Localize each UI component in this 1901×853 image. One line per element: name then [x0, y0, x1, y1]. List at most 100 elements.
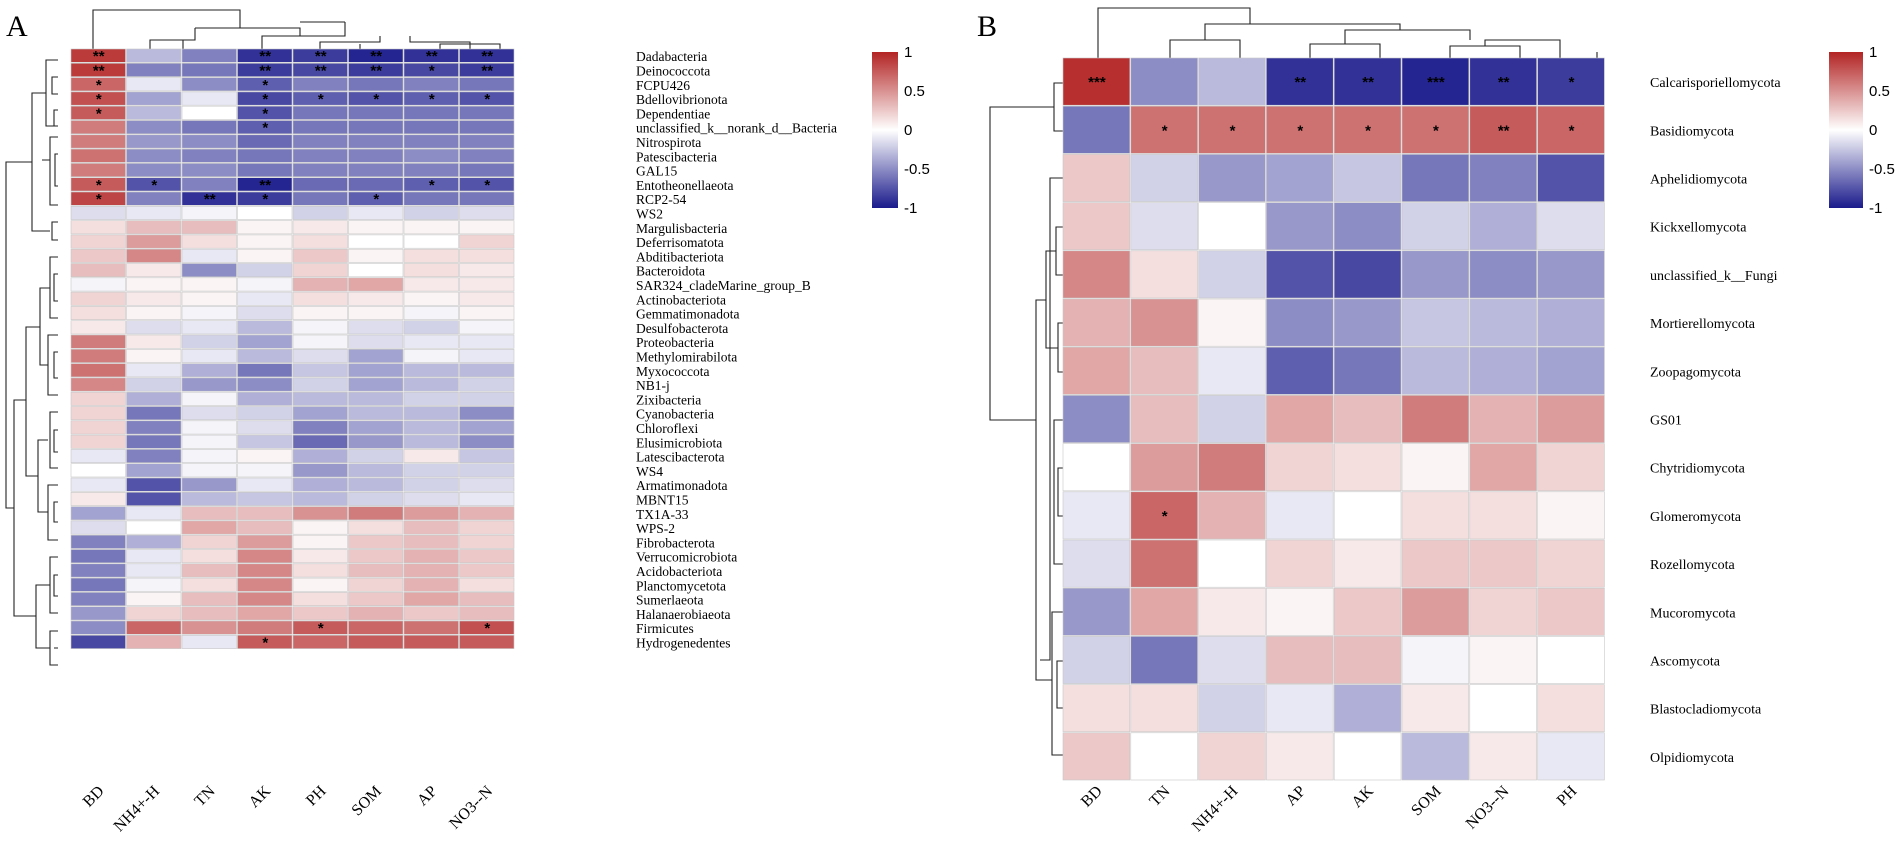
heatmap-cell — [237, 620, 293, 635]
row-label: Abditibacteriota — [636, 249, 724, 264]
heatmap-cell — [292, 291, 348, 306]
legend-tick-label: -1 — [904, 200, 917, 217]
row-labels-b: Calcarisporiellomycota Basidiomycota Aphel… — [1650, 76, 1781, 766]
heatmap-cell — [126, 563, 182, 578]
heatmap-cell — [1537, 346, 1605, 395]
legend-tick-label: -0.5 — [1869, 161, 1895, 178]
heatmap-grid-a — [70, 48, 515, 649]
heatmap-cell — [348, 48, 404, 63]
heatmap-cell — [292, 420, 348, 435]
heatmap-cell — [126, 506, 182, 521]
heatmap-cell — [181, 191, 237, 206]
heatmap-cell — [181, 62, 237, 77]
heatmap-cell — [237, 248, 293, 263]
heatmap-cell — [181, 534, 237, 549]
heatmap-cell — [70, 563, 126, 578]
heatmap-cell — [348, 491, 404, 506]
heatmap-cell — [237, 506, 293, 521]
significance-mark: *** — [1088, 74, 1106, 91]
heatmap-cell — [459, 377, 515, 392]
column-label: AK — [246, 782, 275, 811]
row-label: Glomeromycota — [1650, 510, 1742, 525]
heatmap-cell — [1266, 684, 1334, 733]
heatmap-cell — [292, 277, 348, 292]
heatmap-cell — [1401, 491, 1470, 540]
heatmap-cell — [459, 334, 515, 349]
column-label: AP — [414, 783, 441, 810]
row-label: Zoopagomycota — [1650, 365, 1742, 380]
heatmap-cell — [459, 506, 515, 521]
col-dendrogram-a — [92, 9, 501, 52]
heatmap-cell — [1401, 636, 1470, 684]
heatmap-cell — [181, 391, 237, 406]
heatmap-cell — [348, 191, 404, 206]
row-label: Rozellomycota — [1650, 558, 1736, 573]
heatmap-cell — [1266, 443, 1334, 492]
heatmap-cell — [126, 391, 182, 406]
heatmap-cell — [1333, 443, 1402, 492]
heatmap-cell — [126, 477, 182, 492]
heatmap-cell — [181, 506, 237, 521]
row-label: Desulfobacterota — [636, 321, 728, 336]
heatmap-cell — [70, 291, 126, 306]
significance-mark: * — [318, 91, 324, 108]
heatmap-cell — [70, 206, 126, 220]
heatmap-cell — [181, 234, 237, 249]
heatmap-cell — [292, 191, 348, 206]
heatmap-cell — [459, 563, 515, 578]
heatmap-cell — [292, 134, 348, 149]
heatmap-cell — [70, 391, 126, 406]
heatmap-cell — [1266, 395, 1334, 443]
heatmap-cell — [403, 549, 459, 564]
significance-mark: * — [429, 91, 435, 108]
heatmap-cell — [403, 48, 459, 63]
heatmap-cell — [237, 634, 293, 649]
heatmap-cell — [181, 434, 237, 449]
heatmap-cell — [403, 348, 459, 363]
row-label: Kickxellomycota — [1650, 221, 1747, 236]
heatmap-cell — [403, 534, 459, 549]
heatmap-cell — [237, 77, 293, 92]
heatmap-cell — [237, 348, 293, 363]
heatmap-cell — [403, 334, 459, 349]
row-label: Gemmatimonadota — [636, 307, 739, 322]
heatmap-cell — [1130, 732, 1198, 781]
heatmap-cell — [237, 91, 293, 106]
heatmap-cell — [348, 420, 404, 435]
row-dendrogram-a — [5, 59, 58, 666]
heatmap-cell — [348, 177, 404, 192]
heatmap-cell — [181, 634, 237, 649]
heatmap-cell — [126, 134, 182, 149]
heatmap-cell — [459, 206, 515, 220]
significance-mark: * — [373, 191, 379, 208]
heatmap-cell — [126, 234, 182, 249]
heatmap-cell — [348, 234, 404, 249]
heatmap-cell — [70, 120, 126, 135]
heatmap-cell — [403, 606, 459, 621]
heatmap-cell — [126, 120, 182, 135]
significance-mark: * — [262, 634, 268, 651]
heatmap-cell — [1469, 298, 1537, 347]
heatmap-cell — [1062, 105, 1131, 154]
heatmap-cell — [348, 348, 404, 363]
row-label: Mortierellomycota — [1650, 317, 1756, 332]
heatmap-cell — [403, 206, 459, 220]
significance-mark: ** — [93, 48, 105, 65]
heatmap-cell — [459, 534, 515, 549]
heatmap-cell — [181, 248, 237, 263]
heatmap-cell — [292, 577, 348, 592]
heatmap-cell — [1062, 298, 1131, 347]
heatmap-cell — [126, 263, 182, 278]
legend-tick-label: -0.5 — [904, 161, 930, 178]
row-label: Cyanobacteria — [636, 407, 714, 422]
heatmap-cell — [237, 534, 293, 549]
heatmap-cell — [1198, 250, 1266, 299]
heatmap-cell — [1198, 491, 1266, 540]
heatmap-cell — [348, 406, 404, 421]
heatmap-cell — [1266, 346, 1334, 395]
heatmap-cell — [292, 449, 348, 463]
heatmap-cell — [1130, 587, 1198, 636]
heatmap-cell — [348, 620, 404, 635]
heatmap-cell — [1130, 202, 1198, 251]
heatmap-cell — [70, 606, 126, 621]
